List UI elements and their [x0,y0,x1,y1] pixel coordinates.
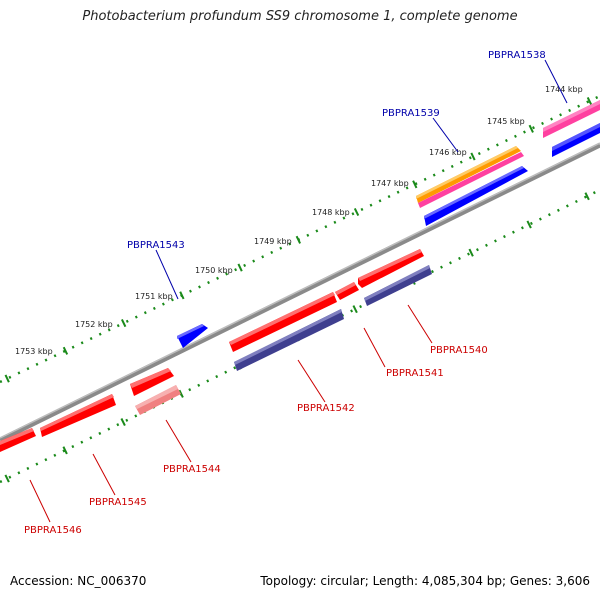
genome-stats-text: Topology: circular; Length: 4,085,304 bp… [260,574,590,588]
ruler-tick [353,207,360,217]
ruler-tick [470,152,476,161]
top-ruler [0,94,600,384]
ruler-tick [526,220,532,229]
gene-label-PBPRA1546[interactable]: PBPRA1546 [24,525,82,536]
ruler-tick [4,374,10,383]
gene-label-PBPRA1541[interactable]: PBPRA1541 [386,368,444,379]
gene-PBPRA1543[interactable] [177,324,208,348]
bottom-ruler [0,188,600,484]
tick-label-1744: 1744 kbp [545,85,583,94]
top-ruler-ticks [4,96,593,383]
ruler-tick [352,305,358,314]
ruler-tick [412,180,418,189]
ruler-tick [120,418,126,427]
ruler-tick [4,474,10,483]
ruler-tick [178,389,184,398]
tick-label-1749: 1749 kbp [254,237,292,246]
gene-label-PBPRA1544[interactable]: PBPRA1544 [163,464,221,475]
tick-label-1752: 1752 kbp [75,320,113,329]
ruler-tick [62,446,68,455]
ruler-tick [528,124,534,133]
tick-label-1753: 1753 kbp [15,347,53,356]
tick-label-1751: 1751 kbp [135,292,173,301]
gene-PBPRA1544[interactable] [130,368,181,415]
tick-label-1748: 1748 kbp [312,208,350,217]
ruler-tick [586,96,593,106]
ruler-tick [295,235,301,244]
ruler-tick [584,192,590,201]
gene-PBPRA1539[interactable] [416,146,528,226]
gene-PBPRA1541[interactable] [335,282,359,300]
gene-label-PBPRA1540[interactable]: PBPRA1540 [430,345,488,356]
gene-label-PBPRA1538[interactable]: PBPRA1538 [488,50,546,61]
chromosome-backbone [0,142,600,443]
map-title: Photobacterium profundum SS9 chromosome … [82,9,518,24]
gene-PBPRA1540[interactable] [358,249,432,306]
ruler-tick [468,248,474,257]
ruler-tick [237,263,243,272]
gene-label-PBPRA1542[interactable]: PBPRA1542 [297,403,355,414]
gene-PBPRA1546[interactable] [0,428,36,452]
accession-text: Accession: NC_006370 [10,574,147,588]
gene-label-PBPRA1543[interactable]: PBPRA1543 [127,240,185,251]
gene-PBPRA1538[interactable] [543,100,600,157]
ruler-tick [62,346,69,355]
gene-label-PBPRA1539[interactable]: PBPRA1539 [382,108,440,119]
gene-PBPRA1545[interactable] [40,394,116,437]
tick-label-1746: 1746 kbp [429,148,467,157]
tick-label-1747: 1747 kbp [371,179,409,188]
ruler-tick [179,291,185,300]
gene-PBPRA1542[interactable] [229,292,344,371]
gene-label-PBPRA1545[interactable]: PBPRA1545 [89,497,147,508]
tick-label-1750: 1750 kbp [195,266,233,275]
ruler-tick [120,318,127,328]
tick-label-1745: 1745 kbp [487,117,525,126]
